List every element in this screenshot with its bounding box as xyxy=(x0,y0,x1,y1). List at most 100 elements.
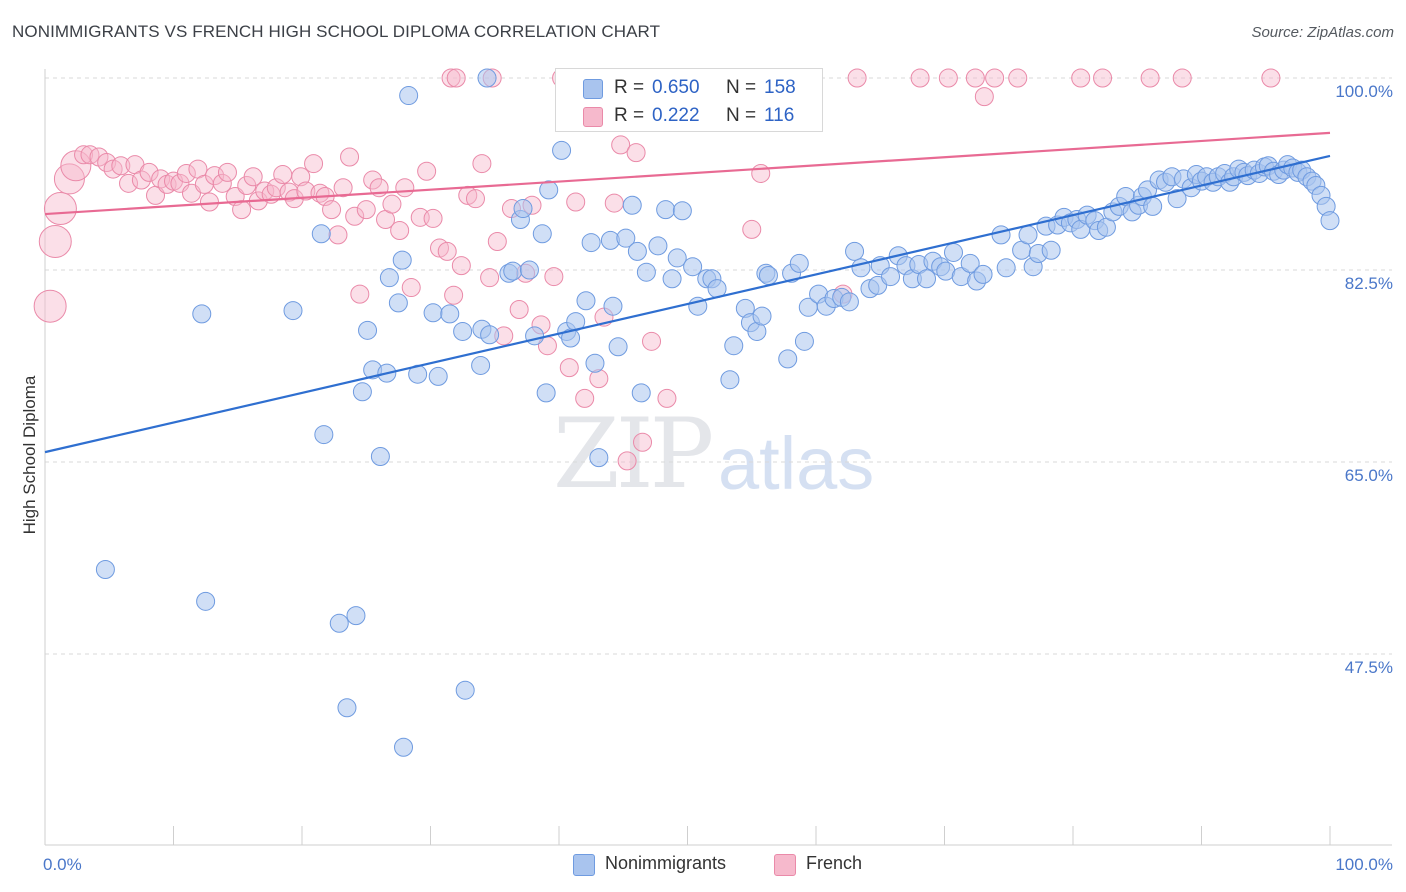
point-nonimmigrants xyxy=(1167,189,1187,209)
point-nonimmigrants xyxy=(453,321,473,341)
point-nonimmigrants xyxy=(358,320,378,340)
point-nonimmigrants xyxy=(352,382,372,402)
point-french xyxy=(390,221,410,241)
point-french xyxy=(974,87,994,107)
stats-n-label: N = xyxy=(726,105,757,126)
point-french xyxy=(111,156,131,176)
legend-swatch-french xyxy=(774,854,796,876)
point-french xyxy=(1071,68,1091,88)
point-french xyxy=(103,159,123,179)
point-nonimmigrants xyxy=(519,260,539,280)
point-french xyxy=(217,162,237,182)
trend-line-french xyxy=(44,131,1331,216)
point-nonimmigrants xyxy=(581,233,601,253)
point-french xyxy=(626,143,646,163)
point-french xyxy=(212,173,232,193)
point-nonimmigrants xyxy=(794,331,814,351)
point-nonimmigrants xyxy=(960,253,980,273)
point-nonimmigrants xyxy=(996,258,1016,278)
legend-label-nonimmigrants: Nonimmigrants xyxy=(605,853,727,873)
point-nonimmigrants xyxy=(627,241,647,261)
stats-r-value: 0.650 xyxy=(652,77,700,98)
point-nonimmigrants xyxy=(337,698,357,718)
point-french xyxy=(296,181,316,201)
point-nonimmigrants xyxy=(552,140,572,160)
point-french xyxy=(199,192,219,212)
point-nonimmigrants xyxy=(192,304,212,324)
y-tick-label: 82.5% xyxy=(1345,274,1393,293)
point-nonimmigrants xyxy=(536,383,556,403)
trend-line-nonimmigrants xyxy=(44,154,1331,454)
point-nonimmigrants xyxy=(394,737,414,757)
stats-r-value: 0.222 xyxy=(652,105,700,126)
point-french xyxy=(509,299,529,319)
legend: Nonimmigrants French xyxy=(0,853,1406,877)
point-nonimmigrants xyxy=(379,268,399,288)
point-french xyxy=(559,358,579,378)
point-french xyxy=(465,189,485,209)
y-tick-label: 65.0% xyxy=(1345,466,1393,485)
point-french xyxy=(304,154,324,174)
point-nonimmigrants xyxy=(1041,240,1061,260)
point-french xyxy=(642,331,662,351)
point-french xyxy=(1093,68,1113,88)
point-nonimmigrants xyxy=(656,200,676,220)
point-french xyxy=(444,285,464,305)
x-tick-label-min: 0.0% xyxy=(43,855,82,874)
point-french xyxy=(742,219,762,239)
point-nonimmigrants xyxy=(388,293,408,313)
point-nonimmigrants xyxy=(667,248,687,268)
stats-n-label: N = xyxy=(726,77,757,98)
point-nonimmigrants xyxy=(662,269,682,289)
x-tick-label-max: 100.0% xyxy=(1335,855,1393,874)
watermark-atlas: atlas xyxy=(718,422,875,505)
point-french xyxy=(340,147,360,167)
point-nonimmigrants xyxy=(283,301,303,321)
stats-row-nonimmigrants: R = 0.650 N = 158 xyxy=(556,75,822,103)
point-nonimmigrants xyxy=(616,228,636,248)
point-nonimmigrants xyxy=(539,180,559,200)
point-nonimmigrants xyxy=(631,383,651,403)
point-nonimmigrants xyxy=(423,303,443,323)
stats-box: R = 0.650 N = 158 R = 0.222 N = 116 xyxy=(555,68,823,132)
stats-swatch-french xyxy=(583,107,603,127)
point-french xyxy=(604,193,624,213)
point-french xyxy=(176,163,196,183)
point-nonimmigrants xyxy=(399,86,419,106)
point-french xyxy=(273,165,293,185)
stats-n-value: 158 xyxy=(764,77,796,98)
point-french xyxy=(566,192,586,212)
y-tick-label: 100.0% xyxy=(1335,82,1393,101)
stats-row-french: R = 0.222 N = 116 xyxy=(556,103,822,131)
point-nonimmigrants xyxy=(752,306,772,326)
point-nonimmigrants xyxy=(622,195,642,215)
point-french xyxy=(480,268,500,288)
point-french xyxy=(441,68,461,88)
point-french xyxy=(395,178,415,198)
point-french xyxy=(472,154,492,174)
legend-swatch-nonimmigrants xyxy=(573,854,595,876)
point-nonimmigrants xyxy=(636,262,656,282)
point-french xyxy=(611,135,631,155)
point-french xyxy=(751,163,771,183)
grid-lines xyxy=(45,77,1392,655)
point-french xyxy=(1172,68,1192,88)
point-french xyxy=(617,451,637,471)
point-nonimmigrants xyxy=(440,304,460,324)
point-french xyxy=(1008,68,1028,88)
point-nonimmigrants xyxy=(95,560,115,580)
point-nonimmigrants xyxy=(346,606,366,626)
point-nonimmigrants xyxy=(503,261,523,281)
legend-label-french: French xyxy=(806,853,863,873)
point-french xyxy=(965,68,985,88)
point-nonimmigrants xyxy=(196,591,216,611)
point-nonimmigrants xyxy=(513,199,533,219)
point-french xyxy=(328,225,348,245)
point-nonimmigrants xyxy=(648,236,668,256)
point-nonimmigrants xyxy=(370,447,390,467)
point-nonimmigrants xyxy=(589,448,609,468)
point-french xyxy=(243,167,263,187)
stats-swatch-nonimmigrants xyxy=(583,79,603,99)
point-nonimmigrants xyxy=(329,613,349,633)
